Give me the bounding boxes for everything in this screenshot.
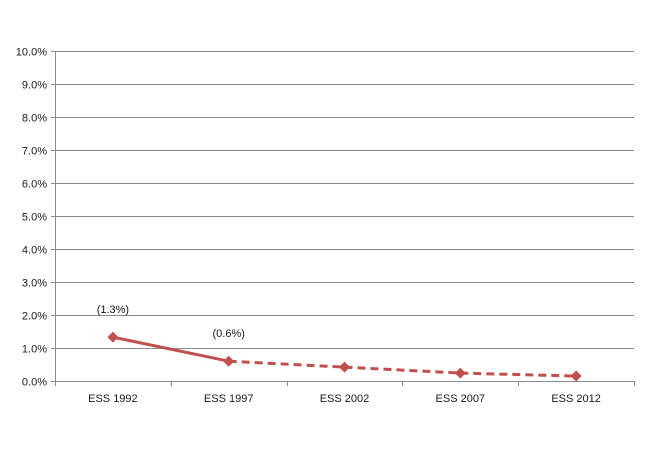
x-tick-label: ESS 1997	[204, 393, 254, 405]
gridlines	[55, 51, 634, 349]
data-labels: (1.3%) (0.6%)	[97, 304, 245, 340]
x-tick-label: ESS 2012	[551, 393, 601, 405]
series-segment	[344, 365, 461, 375]
data-label: (0.6%)	[212, 328, 244, 340]
series-segment	[112, 335, 230, 363]
y-tick-label: 3.0%	[22, 278, 47, 290]
x-tick-label: ESS 2002	[320, 393, 370, 405]
data-point-marker	[570, 370, 582, 382]
series-segment	[460, 371, 577, 378]
data-label: (1.3%)	[97, 304, 129, 316]
series-line	[112, 335, 577, 378]
y-tick-label: 4.0%	[22, 245, 47, 257]
series-segment	[228, 359, 345, 369]
data-point-marker	[107, 331, 119, 343]
y-tick-label: 6.0%	[22, 179, 47, 191]
y-tick-label: 5.0%	[22, 212, 47, 224]
x-tick-labels: ESS 1992 ESS 1997 ESS 2002 ESS 2007 ESS 2012	[88, 393, 601, 405]
y-tick-label: 7.0%	[22, 146, 47, 158]
axes	[51, 51, 635, 386]
y-tick-label: 10.0%	[16, 47, 47, 59]
x-tick-label: ESS 2007	[436, 393, 486, 405]
data-point-marker	[339, 361, 350, 373]
series-markers	[107, 331, 582, 382]
data-point-marker	[223, 355, 235, 367]
y-tick-label: 1.0%	[22, 344, 47, 356]
y-tick-label: 0.0%	[22, 377, 47, 389]
y-tick-label: 9.0%	[22, 80, 47, 92]
x-tick-label: ESS 1992	[88, 393, 138, 405]
y-tick-label: 2.0%	[22, 311, 47, 323]
y-tick-label: 8.0%	[22, 113, 47, 125]
data-point-marker	[454, 367, 466, 379]
y-tick-labels: 0.0% 1.0% 2.0% 3.0% 4.0% 5.0% 6.0% 7.0% 8.0% 9.0%…	[16, 47, 47, 389]
